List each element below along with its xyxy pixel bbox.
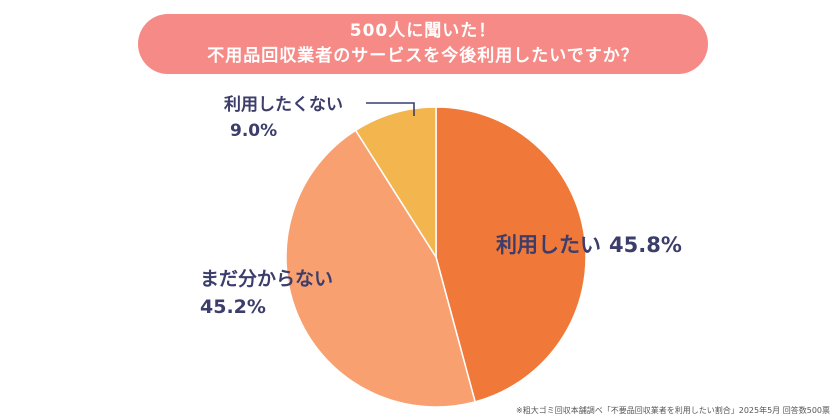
- title-line-1: 500人に聞いた！: [349, 21, 497, 41]
- slice-not-use: [354, 106, 437, 260]
- slice-label-undecided: まだ分からない: [200, 268, 333, 290]
- slice-name-use: 利用したい: [496, 233, 601, 257]
- slice-label-not-use: 利用したくない: [224, 94, 343, 115]
- slice-undecided: [285, 129, 477, 408]
- slice-value-not-use: 9.0%: [230, 121, 277, 141]
- leader-line: [366, 102, 415, 116]
- pie-slices: [285, 106, 587, 408]
- title-line-2: 不用品回収業者のサービスを今後利用したいですか？: [207, 46, 639, 66]
- slice-value-undecided: 45.2%: [200, 296, 266, 318]
- source-note: ※粗大ゴミ回収本舗調べ「不要品回収業者を利用したい割合」2025年5月 回答数5…: [516, 406, 830, 415]
- title-banner: 500人に聞いた！ 不用品回収業者のサービスを今後利用したいですか？: [138, 14, 708, 74]
- slice-value-use: 45.8%: [609, 233, 682, 257]
- slice-use: [435, 106, 587, 403]
- slice-label-use: 利用したい 45.8%: [496, 233, 682, 257]
